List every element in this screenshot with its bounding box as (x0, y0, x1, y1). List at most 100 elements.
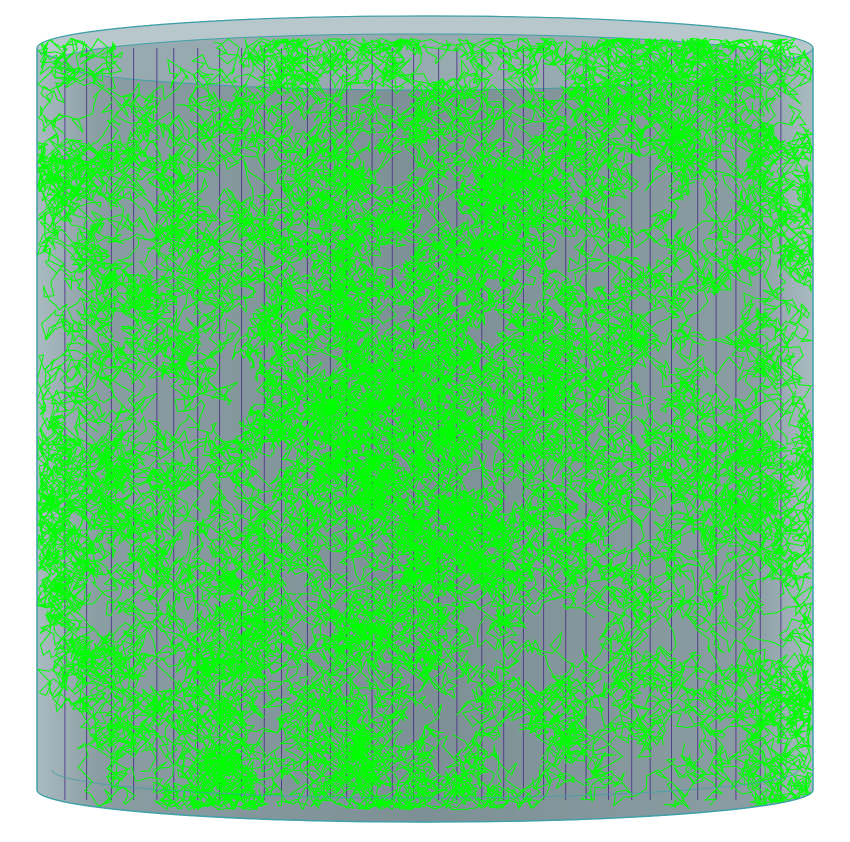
particle-track (271, 462, 346, 540)
particle-track (467, 558, 527, 664)
bottom-rim (36, 48, 814, 823)
particle-track (486, 239, 558, 316)
particle-track (45, 498, 166, 675)
particle-track (366, 742, 502, 810)
particle-track (364, 537, 450, 655)
particle-track (522, 74, 703, 204)
particle-track (673, 37, 772, 134)
particle-track (37, 243, 134, 437)
particle-track (521, 471, 662, 626)
particle-track (530, 483, 621, 546)
particle-track (439, 179, 495, 267)
particle-track (636, 547, 801, 737)
particle-track (37, 138, 159, 248)
particle-track (325, 411, 433, 492)
particle-track (403, 410, 520, 608)
particle-track (117, 585, 355, 711)
particle-track (570, 436, 812, 576)
particle-track (364, 590, 536, 716)
particle-track (640, 491, 813, 633)
particle-track (238, 38, 386, 250)
particle-track (178, 494, 393, 680)
particle-track (175, 710, 289, 810)
particle-track (525, 150, 576, 265)
particle-track (471, 639, 665, 802)
particle-track (700, 478, 813, 572)
particle-track (741, 391, 813, 517)
particle-track (498, 280, 582, 356)
particle-track (37, 38, 157, 137)
particle-track (135, 457, 212, 579)
particle-track (212, 692, 332, 810)
bottom-rim-front (36, 789, 814, 823)
particle-track (37, 37, 132, 202)
particle-track (525, 508, 625, 586)
particle-track (546, 176, 632, 286)
particle-track (37, 427, 170, 545)
particle-track (103, 93, 193, 310)
particle-track (606, 70, 771, 192)
particle-track (72, 41, 261, 177)
particle-track (215, 556, 347, 675)
particle-track (681, 654, 813, 782)
particle-track (684, 123, 813, 292)
particle-track (238, 393, 311, 451)
particle-track (37, 417, 112, 651)
particle-track (733, 560, 813, 748)
particle-track (116, 159, 274, 356)
particle-track (207, 37, 412, 177)
particle-track (462, 632, 716, 733)
particle-track (703, 222, 812, 406)
particle-track (165, 600, 255, 792)
particle-track (37, 537, 144, 684)
particle-track (517, 230, 650, 461)
particle-track (430, 41, 548, 202)
particle-track (78, 188, 265, 298)
particle-track (231, 276, 351, 360)
particle-track (458, 224, 545, 326)
particle-track (479, 38, 681, 162)
particle-track (367, 186, 443, 276)
particle-track (38, 54, 296, 205)
particle-track (198, 696, 373, 809)
particle-track (37, 144, 278, 249)
particle-track (313, 676, 377, 804)
particle-track (332, 552, 578, 656)
particle-track (614, 38, 812, 135)
particle-track (312, 401, 386, 479)
particle-track (275, 468, 384, 556)
particle-track (482, 342, 732, 492)
bottom-rim-inner (51, 769, 799, 799)
particle-track (112, 503, 280, 618)
particle-track (279, 670, 439, 810)
particle-track (240, 240, 363, 407)
particle-track (302, 593, 458, 699)
particle-track (276, 130, 358, 231)
particle-track (146, 224, 261, 409)
particle-track (324, 341, 425, 428)
particle-track (396, 512, 480, 572)
particle-track (737, 128, 813, 226)
particle-track (196, 498, 319, 631)
particle-track (471, 220, 530, 334)
particle-track (37, 389, 152, 549)
particle-track (379, 572, 445, 680)
particle-track (310, 367, 424, 468)
particle-track (76, 712, 269, 811)
particle-track (268, 230, 358, 344)
particle-track (78, 395, 210, 595)
particle-track (37, 399, 134, 559)
particle-track (169, 362, 399, 468)
particle-tracks (37, 37, 813, 811)
particle-track (354, 316, 527, 421)
particle-track (468, 497, 547, 589)
particle-track (412, 408, 483, 486)
particle-track (41, 403, 147, 512)
particle-track (54, 641, 250, 766)
particle-track (510, 412, 779, 493)
particle-track (647, 661, 813, 774)
particle-track (465, 512, 534, 586)
particle-track (423, 508, 708, 651)
particle-track (511, 307, 660, 423)
